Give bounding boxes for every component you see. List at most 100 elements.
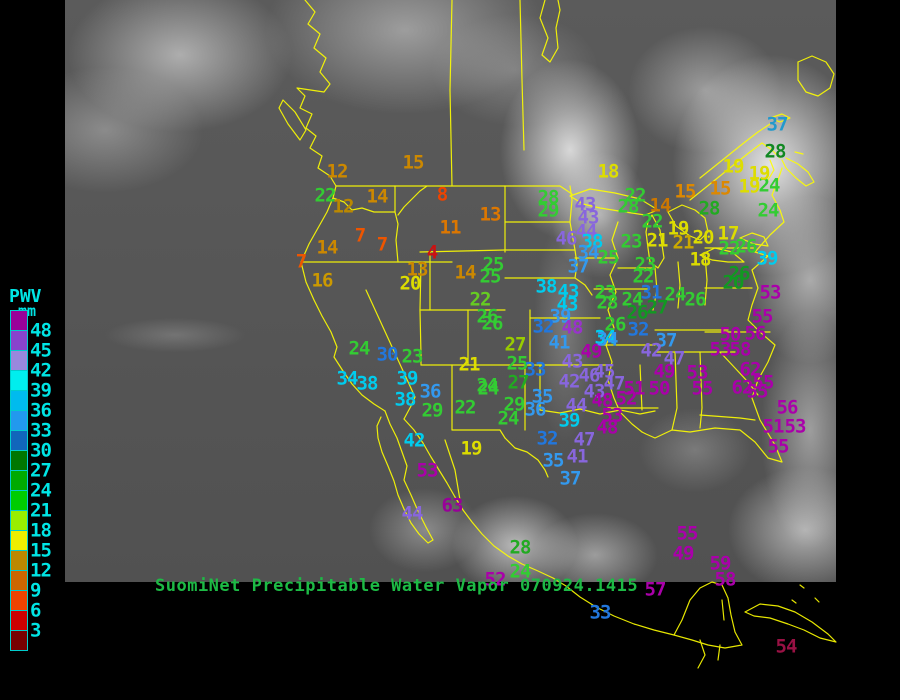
legend-tick-label: 24 [30,479,52,502]
station-value: 27 [646,296,669,319]
station-value: 7 [354,224,366,247]
legend-swatch [10,590,28,611]
station-value: 31 [640,281,663,304]
station-value: 24 [758,174,781,197]
station-value: 19 [460,437,483,460]
station-value: 24 [348,337,371,360]
station-value: 16 [311,269,334,292]
station-value: 43 [574,193,597,216]
station-value: 13 [479,203,502,226]
station-value: 38 [581,230,604,253]
legend-tick-label: 45 [30,339,52,362]
station-value: 53 [686,361,709,384]
station-value: 21 [458,353,481,376]
station-value: 32 [536,427,559,450]
station-value: 27 [507,371,530,394]
station-value: 49 [580,340,603,363]
station-value: 58 [729,338,752,361]
station-value: 42 [640,339,663,362]
legend-swatch [10,370,28,391]
station-value: 18 [597,160,620,183]
legend-tick-label: 39 [30,379,52,402]
legend-swatch [10,450,28,471]
station-value: 28 [509,536,532,559]
station-value: 62 [731,376,754,399]
station-value: 39 [558,409,581,432]
station-value: 41 [566,445,589,468]
station-value: 19 [738,175,761,198]
station-value: 42 [558,370,581,393]
station-value: 24 [621,288,644,311]
station-value: 43 [561,350,584,373]
station-value: 26 [481,312,504,335]
station-value: 4 [426,241,438,264]
station-value: 24 [509,560,532,583]
station-value: 35 [542,449,565,472]
station-value: 62 [739,358,762,381]
station-value: 55 [752,371,775,394]
station-value: 50 [648,377,671,400]
station-value: 39 [756,247,779,270]
station-value: 48 [596,416,619,439]
station-value: 26 [728,262,751,285]
legend-title: PWV [9,286,42,307]
station-value: 20 [399,272,422,295]
station-value: 15 [709,177,732,200]
station-value: 14 [316,236,339,259]
legend-tick-label: 27 [30,459,52,482]
station-value: 22 [718,237,741,260]
station-value: 51 [623,377,646,400]
station-value: 26 [735,235,758,258]
station-value: 53 [416,459,439,482]
station-value: 12 [326,160,349,183]
station-value: 44 [565,394,588,417]
station-value: 15 [674,180,697,203]
legend-swatch [10,470,28,491]
legend-swatch [10,630,28,651]
station-value: 24 [477,377,500,400]
legend-tick-label: 30 [30,439,52,462]
station-value: 28 [698,197,721,220]
station-value: 19 [748,162,771,185]
station-value: 43 [557,280,580,303]
station-value: 22 [632,265,655,288]
station-value: 53 [709,338,732,361]
station-value: 19 [667,217,690,240]
station-value: 23 [401,345,424,368]
station-value: 29 [421,399,444,422]
station-value: 56 [744,322,767,345]
station-value: 38 [535,275,558,298]
station-value: 48 [591,389,614,412]
station-value: 32 [532,315,555,338]
station-value: 23 [594,281,617,304]
station-value: 53 [601,404,624,427]
station-value: 25 [597,246,620,269]
legend-swatch [10,330,28,351]
station-value: 28 [764,140,787,163]
station-value: 22 [641,210,664,233]
station-value: 47 [663,347,686,370]
station-value: 49 [672,542,695,565]
legend-swatch [10,610,28,631]
station-value: 59 [709,552,732,575]
station-value: 52 [615,387,638,410]
station-value: 37 [559,467,582,490]
legend-tick-label: 21 [30,499,52,522]
legend-swatch [10,390,28,411]
station-value: 41 [548,331,571,354]
station-value: 15 [402,151,425,174]
station-value: 38 [394,388,417,411]
product-title: SuomiNet Precipitable Water Vapor 070924… [155,576,639,596]
station-value: 47 [603,372,626,395]
station-value: 55 [751,305,774,328]
station-value: 30 [376,343,399,366]
station-value: 29 [503,393,526,416]
legend-swatch [10,550,28,571]
station-value: 33 [524,358,547,381]
station-value: 26 [626,301,649,324]
station-value: 25 [482,253,505,276]
station-value: 21 [646,229,669,252]
station-value: 24 [757,199,780,222]
station-value: 37 [766,113,789,136]
